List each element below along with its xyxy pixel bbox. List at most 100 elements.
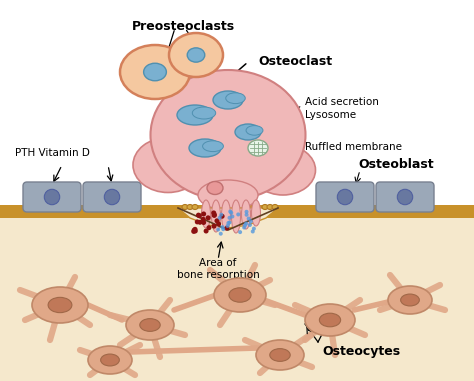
Ellipse shape xyxy=(191,229,196,234)
Ellipse shape xyxy=(229,211,233,215)
Ellipse shape xyxy=(192,107,216,119)
Ellipse shape xyxy=(221,227,225,231)
Ellipse shape xyxy=(241,200,250,229)
Ellipse shape xyxy=(248,140,268,156)
Ellipse shape xyxy=(214,218,219,223)
Polygon shape xyxy=(178,208,278,228)
Ellipse shape xyxy=(214,278,266,312)
Ellipse shape xyxy=(202,141,223,152)
Ellipse shape xyxy=(220,225,224,229)
Ellipse shape xyxy=(248,223,252,227)
Ellipse shape xyxy=(216,227,220,232)
Ellipse shape xyxy=(218,216,222,220)
Ellipse shape xyxy=(151,70,306,200)
Ellipse shape xyxy=(226,93,245,104)
Ellipse shape xyxy=(48,297,72,313)
Ellipse shape xyxy=(169,33,223,77)
Ellipse shape xyxy=(196,213,201,218)
Ellipse shape xyxy=(187,205,193,210)
Ellipse shape xyxy=(252,227,256,231)
Ellipse shape xyxy=(231,200,240,233)
Ellipse shape xyxy=(401,294,419,306)
Polygon shape xyxy=(0,210,474,381)
Ellipse shape xyxy=(201,220,206,225)
Ellipse shape xyxy=(219,213,223,217)
Ellipse shape xyxy=(120,45,190,99)
Ellipse shape xyxy=(216,221,221,226)
Ellipse shape xyxy=(198,180,258,210)
Ellipse shape xyxy=(100,354,119,366)
Ellipse shape xyxy=(182,205,188,210)
Ellipse shape xyxy=(245,213,248,217)
Text: Osteoclast: Osteoclast xyxy=(258,55,332,68)
Ellipse shape xyxy=(249,219,253,223)
Ellipse shape xyxy=(388,286,432,314)
Ellipse shape xyxy=(219,214,225,219)
Ellipse shape xyxy=(267,205,273,210)
Ellipse shape xyxy=(228,216,231,220)
Ellipse shape xyxy=(177,105,213,125)
Ellipse shape xyxy=(207,225,211,230)
Ellipse shape xyxy=(211,200,220,232)
Text: Preosteoclasts: Preosteoclasts xyxy=(131,20,235,33)
Ellipse shape xyxy=(226,224,229,228)
Ellipse shape xyxy=(187,48,205,62)
Ellipse shape xyxy=(244,221,248,226)
Ellipse shape xyxy=(144,63,166,81)
Ellipse shape xyxy=(252,200,261,226)
Ellipse shape xyxy=(140,319,160,331)
Ellipse shape xyxy=(230,215,234,219)
Text: Osteoblast: Osteoblast xyxy=(358,158,434,171)
Ellipse shape xyxy=(104,189,120,205)
Ellipse shape xyxy=(236,213,240,216)
Text: Acid secretion: Acid secretion xyxy=(305,97,379,107)
Ellipse shape xyxy=(213,91,243,109)
Ellipse shape xyxy=(207,181,223,194)
Ellipse shape xyxy=(195,219,200,224)
Polygon shape xyxy=(0,205,474,218)
Ellipse shape xyxy=(198,220,202,225)
Ellipse shape xyxy=(224,226,229,231)
Ellipse shape xyxy=(337,189,353,205)
Ellipse shape xyxy=(270,349,290,361)
Ellipse shape xyxy=(201,217,206,222)
Ellipse shape xyxy=(201,211,206,216)
Ellipse shape xyxy=(228,221,231,224)
Ellipse shape xyxy=(245,210,248,214)
Ellipse shape xyxy=(229,288,251,302)
Ellipse shape xyxy=(272,205,278,210)
Ellipse shape xyxy=(262,205,268,210)
Ellipse shape xyxy=(193,229,198,234)
Text: PTH Vitamin D: PTH Vitamin D xyxy=(15,148,90,158)
Text: Lysosome: Lysosome xyxy=(305,110,356,120)
Ellipse shape xyxy=(191,228,197,233)
Ellipse shape xyxy=(251,229,255,234)
Ellipse shape xyxy=(211,210,216,215)
Ellipse shape xyxy=(228,210,232,213)
Ellipse shape xyxy=(197,213,202,218)
Ellipse shape xyxy=(305,304,355,336)
Ellipse shape xyxy=(219,232,223,236)
Ellipse shape xyxy=(221,200,230,230)
Ellipse shape xyxy=(192,227,198,232)
Ellipse shape xyxy=(212,212,217,217)
Ellipse shape xyxy=(32,287,88,323)
Ellipse shape xyxy=(227,221,230,225)
Ellipse shape xyxy=(246,216,251,221)
Ellipse shape xyxy=(235,124,261,140)
FancyBboxPatch shape xyxy=(83,182,141,212)
Ellipse shape xyxy=(88,346,132,374)
Ellipse shape xyxy=(246,126,263,135)
Ellipse shape xyxy=(126,310,174,340)
Text: Osteocytes: Osteocytes xyxy=(322,345,400,358)
FancyBboxPatch shape xyxy=(376,182,434,212)
Ellipse shape xyxy=(206,215,210,220)
Ellipse shape xyxy=(256,340,304,370)
Text: Ruffled membrane: Ruffled membrane xyxy=(305,142,402,152)
Ellipse shape xyxy=(242,226,246,229)
Ellipse shape xyxy=(189,139,221,157)
Ellipse shape xyxy=(204,229,209,234)
Ellipse shape xyxy=(44,189,60,205)
FancyBboxPatch shape xyxy=(316,182,374,212)
Ellipse shape xyxy=(192,205,198,210)
